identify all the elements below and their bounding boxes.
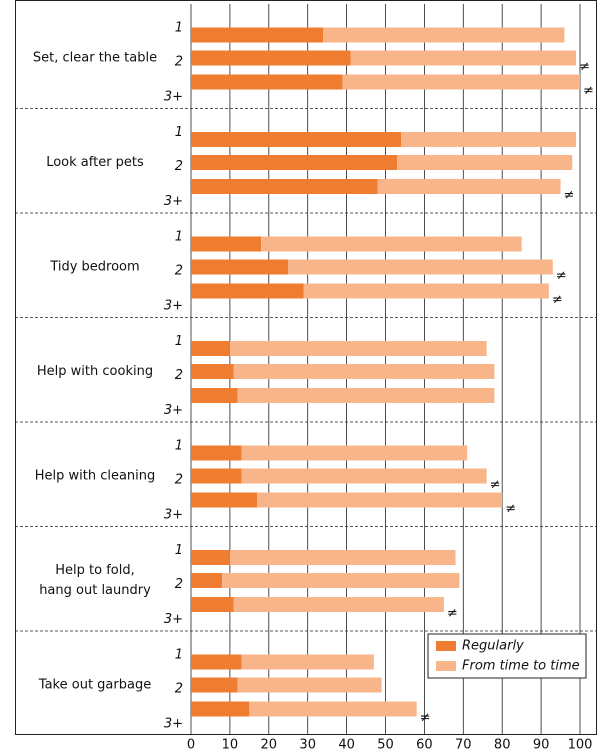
bar-segment [237,388,495,403]
bar-segment [191,468,242,484]
x-tick-label: 60 [416,738,433,753]
bar-segment [233,597,444,612]
row-label: 2 [175,55,183,70]
row-label: 2 [175,682,183,697]
legend-label: From time to time [462,659,580,674]
bar-segment [222,573,460,588]
bar-segment [401,132,577,147]
significance-marker: ≠ [505,502,516,517]
bar-segment [237,677,382,693]
row-label: 2 [175,368,183,383]
bar-segment [233,364,495,379]
legend-swatch [436,641,456,651]
row-label: 3+ [164,90,183,105]
bar-segment [241,445,468,461]
row-label: 2 [175,473,183,488]
bar-segment [191,283,304,299]
significance-marker: ≠ [420,711,431,726]
x-tick-label: 20 [261,738,278,753]
row-label: 1 [175,334,183,349]
bar-segment [249,701,417,717]
significance-marker: ≠ [579,60,590,75]
bar-segment [191,236,262,252]
x-tick-label: 80 [494,738,511,753]
bar-segment [288,259,553,275]
group-label: Help to fold, [55,563,134,578]
bar-segment [191,27,324,43]
bar-segment [229,341,487,356]
group-label: Look after pets [46,155,144,170]
row-label: 3+ [164,403,183,418]
legend-swatch [436,661,456,671]
bar-segment [191,677,238,693]
row-label: 1 [175,543,183,558]
bar-segment [191,573,223,588]
significance-marker: ≠ [447,606,458,621]
significance-marker: ≠ [564,188,575,203]
x-tick-label: 100 [568,738,593,753]
group-label: Help with cooking [37,364,153,379]
bar-segment [241,654,374,670]
bar-segment [191,492,258,508]
bar-segment [377,179,561,194]
row-label: 3+ [164,508,183,523]
group-label: Take out garbage [38,678,151,693]
bar-segment [229,550,456,565]
bar-segment [323,27,565,43]
bar-segment [191,597,234,612]
row-label: 2 [175,159,183,174]
bar-segment [191,550,230,565]
row-label: 1 [175,439,183,454]
bar-segment [261,236,522,252]
bar-segment [191,654,242,670]
bar-segment [191,155,398,170]
row-label: 1 [175,21,183,36]
significance-marker: ≠ [556,269,567,284]
bar-segment [303,283,549,299]
x-tick-label: 0 [187,738,195,753]
x-tick-label: 40 [338,738,355,753]
x-tick-label: 70 [455,738,472,753]
x-tick-label: 30 [299,738,316,753]
group-label: Tidy bedroom [49,260,139,275]
group-label: hang out laundry [39,583,151,598]
row-label: 2 [175,264,183,279]
x-tick-label: 90 [533,738,550,753]
bar-segment [191,179,378,194]
bar-segment [191,341,230,356]
row-label: 2 [175,577,183,592]
significance-marker: ≠ [583,84,594,99]
row-label: 3+ [164,717,183,732]
bar-segment [350,50,577,66]
row-label: 3+ [164,612,183,627]
bar-segment [241,468,487,484]
bar-segment [397,155,573,170]
significance-marker: ≠ [490,478,501,493]
group-label: Help with cleaning [35,469,156,484]
group-label: Set, clear the table [33,51,157,66]
significance-marker: ≠ [552,293,563,308]
bar-segment [191,388,238,403]
bar-segment [191,364,234,379]
bar-segment [191,132,402,147]
legend-label: Regularly [462,639,524,654]
x-tick-label: 10 [222,738,239,753]
row-label: 1 [175,230,183,245]
x-tick-label: 50 [377,738,394,753]
bar-segment [191,701,250,717]
row-label: 1 [175,125,183,140]
frame [15,0,597,735]
bar-segment [191,445,242,461]
row-label: 3+ [164,299,183,314]
row-label: 3+ [164,194,183,209]
bar-segment [342,74,580,90]
bar-segment [191,259,289,275]
bar-segment [191,50,351,66]
row-label: 1 [175,648,183,663]
bar-segment [257,492,503,508]
bar-segment [191,74,343,90]
